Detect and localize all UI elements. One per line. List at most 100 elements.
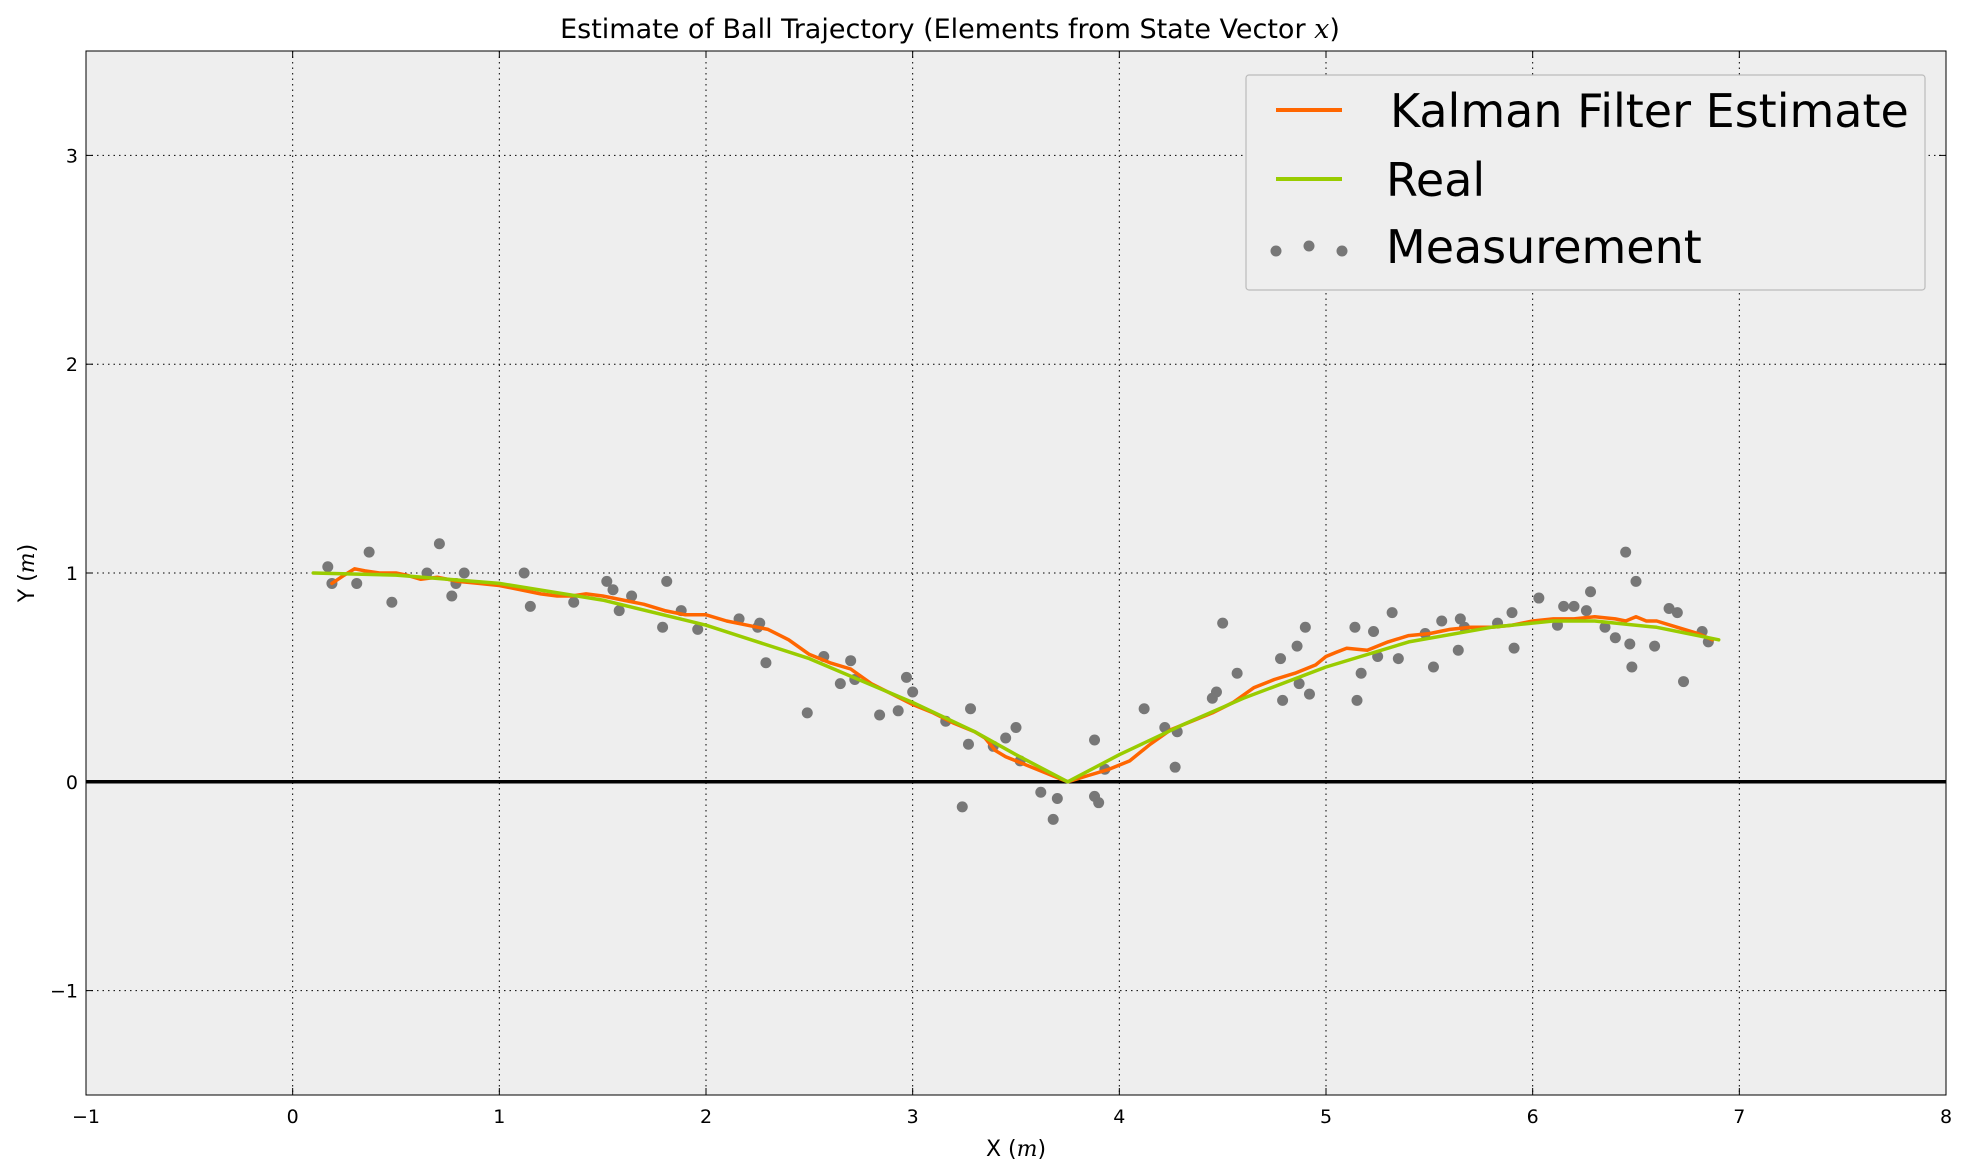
x-tick-label: 3 xyxy=(907,1106,919,1128)
measurement-point xyxy=(1010,722,1022,734)
measurement-point xyxy=(626,590,638,602)
measurement-point xyxy=(1624,638,1636,650)
measurement-point xyxy=(1217,617,1229,629)
plot-frame xyxy=(85,50,1947,1096)
x-tick-label: 6 xyxy=(1527,1106,1539,1128)
measurement-point xyxy=(1000,732,1012,744)
measurement-point xyxy=(1533,592,1545,604)
measurement-point xyxy=(518,567,530,579)
measurement-point xyxy=(845,655,857,667)
measurement-point xyxy=(1089,734,1101,746)
measurement-point xyxy=(1649,640,1661,652)
real-trajectory-line xyxy=(311,571,1721,784)
legend-measurement-swatch-dot xyxy=(1303,240,1315,252)
measurement-point xyxy=(1299,621,1311,633)
x-tick-label: 4 xyxy=(1113,1106,1125,1128)
measurement-point xyxy=(874,709,886,721)
y-tick-label: −1 xyxy=(50,981,78,1003)
x-tick-label: 5 xyxy=(1320,1106,1332,1128)
x-axis-ticks: −1 0 1 2 3 4 5 6 7 8 xyxy=(72,51,1952,1128)
measurement-point xyxy=(760,657,772,669)
measurement-point xyxy=(1035,786,1047,798)
x-tick-label: −1 xyxy=(72,1106,100,1128)
measurement-point xyxy=(1386,607,1398,619)
x-tick-label: 1 xyxy=(493,1106,505,1128)
measurement-point xyxy=(1303,688,1315,700)
y-axis-ticks: −1 0 1 2 3 xyxy=(50,145,1946,1003)
measurement-point xyxy=(1663,602,1675,614)
measurement-point xyxy=(1626,661,1638,673)
legend-box xyxy=(1245,74,1926,291)
measurement-point xyxy=(1293,678,1305,690)
y-tick-label: 0 xyxy=(66,772,78,794)
legend-kalman-label: Kalman Filter Estimate xyxy=(1390,84,1909,138)
measurement-point xyxy=(458,567,470,579)
measurement-point xyxy=(962,738,974,750)
measurement-point xyxy=(1210,686,1222,698)
measurement-point xyxy=(1231,667,1243,679)
measurement-point xyxy=(607,584,619,596)
measurement-point xyxy=(1169,761,1181,773)
legend: Kalman Filter Estimate Real Measurement xyxy=(1245,74,1926,291)
x-tick-label: 2 xyxy=(700,1106,712,1128)
measurement-point xyxy=(601,575,613,587)
measurement-point xyxy=(1678,676,1690,688)
measurement-point xyxy=(1568,600,1580,612)
measurement-point xyxy=(1671,607,1683,619)
measurement-point xyxy=(1368,625,1380,637)
y-tick-label: 1 xyxy=(66,563,78,585)
y-axis-label: Y (m) xyxy=(15,544,40,603)
measurement-point xyxy=(1506,607,1518,619)
measurement-point xyxy=(1392,653,1404,665)
x-axis-label: X (m) xyxy=(986,1137,1046,1162)
measurement-point xyxy=(446,590,458,602)
measurement-point xyxy=(613,605,625,617)
chart-title: Estimate of Ball Trajectory (Elements fr… xyxy=(560,14,1340,45)
measurement-point xyxy=(1452,644,1464,656)
y-tick-label: 3 xyxy=(66,145,78,167)
measurement-point xyxy=(386,596,398,608)
measurement-point xyxy=(1585,586,1597,598)
measurement-point xyxy=(1558,600,1570,612)
legend-measurement-label: Measurement xyxy=(1386,220,1702,274)
y-tick-label: 2 xyxy=(66,354,78,376)
measurement-point xyxy=(956,801,968,813)
measurement-point xyxy=(1599,621,1611,633)
x-tick-label: 7 xyxy=(1733,1106,1745,1128)
series-layer xyxy=(311,538,1721,825)
measurement-point xyxy=(1351,694,1363,706)
measurement-point xyxy=(907,686,919,698)
measurement-point xyxy=(801,707,813,719)
measurement-point xyxy=(1138,703,1150,715)
measurement-point xyxy=(834,678,846,690)
measurement-point xyxy=(692,623,704,635)
measurement-point xyxy=(1620,546,1632,558)
measurement-point xyxy=(1508,642,1520,654)
legend-real-label: Real xyxy=(1386,153,1485,207)
measurement-point xyxy=(363,546,375,558)
legend-measurement-swatch-dot xyxy=(1270,245,1282,257)
measurement-point xyxy=(1291,640,1303,652)
measurement-point xyxy=(965,703,977,715)
measurement-point xyxy=(1630,575,1642,587)
measurement-point xyxy=(351,577,363,589)
measurement-point xyxy=(1047,813,1059,825)
measurement-point xyxy=(1454,613,1466,625)
legend-measurement-swatch-dot xyxy=(1336,245,1348,257)
measurement-point xyxy=(1349,621,1361,633)
measurement-point xyxy=(1275,653,1287,665)
measurement-point xyxy=(1355,667,1367,679)
measurement-point xyxy=(322,561,334,573)
measurement-point xyxy=(433,538,445,550)
measurement-point xyxy=(1093,797,1105,809)
measurement-point xyxy=(1427,661,1439,673)
measurement-point xyxy=(568,596,580,608)
measurement-point xyxy=(657,621,669,633)
x-tick-label: 0 xyxy=(287,1106,299,1128)
x-tick-label: 8 xyxy=(1940,1106,1952,1128)
measurement-point xyxy=(1051,793,1063,805)
measurement-point xyxy=(1609,632,1621,644)
measurement-point xyxy=(1580,605,1592,617)
measurement-point xyxy=(661,575,673,587)
